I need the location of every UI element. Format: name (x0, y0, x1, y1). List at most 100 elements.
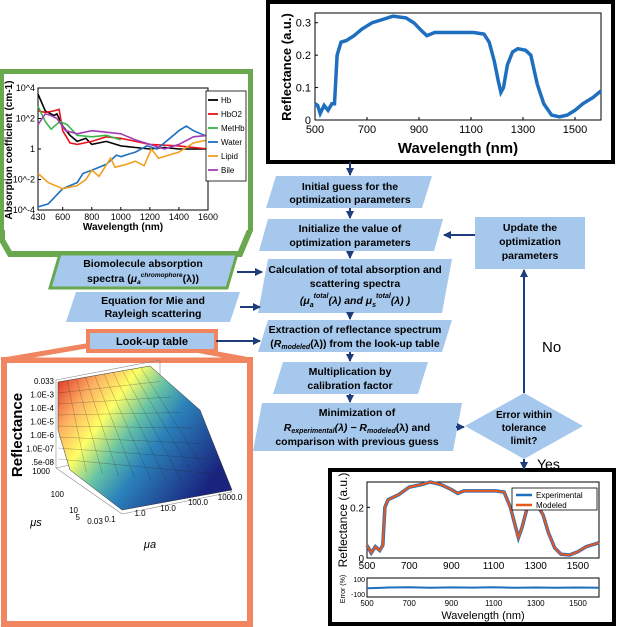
box-biomolecule (47, 252, 240, 290)
box-initial-guess (266, 176, 432, 208)
lut-mesh-line (57, 425, 192, 429)
lut-ztick-label: 1.0E-4 (30, 404, 54, 413)
bottom-xtick-label: 500 (359, 561, 376, 572)
bottom-error-xtick-label: 900 (445, 599, 459, 608)
absorption-chart-xlabel: Wavelength (nm) (83, 222, 163, 233)
bottom-err-tick-label: 100 (353, 577, 365, 584)
top-chart-frame (266, 0, 615, 164)
no-label: No (542, 339, 561, 356)
flowchart: Initial guess for the optimization param… (47, 176, 585, 472)
decision-diamond (465, 393, 583, 459)
lut-ztick-label: .5e-08 (31, 458, 54, 467)
bottom-xtick-label: 1300 (525, 561, 548, 572)
lut-mus-label: μs (29, 517, 42, 529)
abs-legend-label: Lipid (221, 152, 238, 161)
top-ytick-label: 0.2 (296, 50, 311, 62)
box-mie-rayleigh (66, 292, 240, 322)
bottom-error-xtick-label: 1100 (485, 599, 503, 608)
box-total-spectra (258, 259, 452, 313)
abs-line-water (37, 125, 209, 208)
lut-mua-tick-label: 0.1 (104, 515, 116, 524)
top-chart-ylabel: Reflectance (a.u.) (279, 13, 294, 121)
top-chart: 0 0.1 0.2 0.3 500 700 900 1100 1300 1500 Reflect… (266, 0, 615, 164)
abs-ytick-label: 1 (30, 144, 35, 154)
box-minimization-line3: comparison with previous guess (275, 436, 439, 448)
top-xtick-label: 900 (410, 124, 428, 136)
abs-xtick-label: 1400 (169, 212, 189, 222)
yes-label: Yes (537, 456, 560, 472)
bottom-error-line (366, 586, 600, 590)
lut-mus-tick-label: 10 (69, 506, 78, 515)
absorption-chart-lines (37, 93, 209, 208)
box-minimization (253, 403, 462, 451)
abs-ytick-label: 10^4 (16, 83, 35, 93)
absorption-legend-box (205, 90, 247, 182)
abs-ytick-label: 10^-2 (13, 175, 35, 185)
lut-surface-mesh (57, 367, 222, 489)
bottom-xtick-label: 700 (401, 561, 418, 572)
lut-mesh-line (57, 458, 222, 475)
lut-ztick-label: 0.033 (34, 377, 55, 386)
top-chart-xticks: 500 700 900 1100 1300 1500 (306, 117, 587, 136)
lut-chart: 0.033 1.0E-3 1.0E-4 1.0E-5 1.0E-6 1.0E-07 .5e-… (1, 343, 253, 627)
lut-mesh-line (57, 381, 161, 394)
top-ytick-label: 0.3 (296, 18, 311, 30)
bottom-chart-xlabel: Wavelength (nm) (441, 610, 524, 622)
box-lookup-table-label: Look-up table (116, 336, 188, 348)
lut-mesh-line (57, 412, 181, 416)
box-update-line1: Update the (503, 222, 557, 234)
bottom-error-xticks: 500 700 900 1100 1300 1500 (360, 599, 587, 608)
bottom-chart-yticks: 0 0.2 100 -100 (350, 503, 370, 599)
bottom-error-xtick-label: 1300 (527, 599, 545, 608)
bottom-legend-box (511, 487, 598, 511)
abs-legend-label: HbO2 (221, 110, 242, 119)
abs-legend-label: Hb (221, 96, 232, 105)
absorption-chart-xticks: 430 600 800 1000 1200 1400 1600 (30, 207, 218, 222)
bottom-xtick-label: 900 (443, 561, 460, 572)
abs-xtick-label: 1600 (198, 212, 218, 222)
absorption-chart-yticks: 10^4 10^2 1 10^-2 10^-4 (13, 83, 41, 215)
abs-line-lipid (37, 139, 209, 190)
lut-ztick-label: 1.0E-3 (30, 391, 54, 400)
lut-mua-tick-label: 100.0 (188, 498, 209, 507)
abs-xtick-label: 800 (84, 212, 99, 222)
abs-legend-label: MetHb (221, 124, 245, 133)
flow-arrows (216, 162, 528, 470)
absorption-legend: Hb HbO2 MetHb Water Lipid Bile (208, 96, 245, 175)
lut-mua-label: μa (143, 539, 156, 551)
lut-zlabel: Reflectance (9, 393, 26, 477)
abs-line-bile (37, 112, 209, 150)
lut-zticks: 0.033 1.0E-3 1.0E-4 1.0E-5 1.0E-6 1.0E-07 .5e-… (26, 377, 55, 467)
abs-line-methb (37, 105, 122, 141)
box-mie-line1: Equation for Mie and (101, 295, 205, 307)
box-initial-guess-line1: Initial guess for the (302, 181, 398, 193)
box-total-spectra-line2: scattering spectra (310, 278, 401, 290)
lut-mus-tick-label: 5 (76, 513, 81, 522)
bottom-error-xtick-label: 1500 (569, 599, 587, 608)
lut-mua-tick-label: 1000.0 (218, 493, 243, 502)
abs-xtick-label: 430 (30, 212, 45, 222)
bottom-error-label: Error (%) (340, 575, 347, 603)
bottom-modeled-line (366, 480, 600, 557)
abs-legend-label: Water (221, 138, 242, 147)
absorption-chart: 10^4 10^2 1 10^-2 10^-4 430 600 800 1000 1200 140… (0, 69, 253, 257)
top-ytick-label: 0 (305, 115, 311, 127)
box-update-params (475, 217, 585, 269)
top-xtick-label: 1100 (459, 124, 483, 136)
top-xtick-label: 1500 (563, 124, 587, 136)
top-xtick-label: 700 (358, 124, 376, 136)
bottom-chart: 0 0.2 100 -100 500 700 900 1100 1300 1500 500 700… (328, 468, 616, 626)
lut-mua-tick-label: 1.0 (134, 509, 146, 518)
bottom-error-xtick-label: 500 (360, 599, 374, 608)
lut-mus-tick-label: 100 (51, 490, 65, 499)
absorption-chart-ylabel: Absorption coefficient (cm-1) (4, 81, 15, 220)
box-update-line2: optimization (499, 236, 561, 248)
bottom-ytick-label: 0.2 (350, 503, 364, 514)
lut-mesh-line (57, 436, 202, 444)
box-initialize-line1: Initialize the value of (299, 223, 402, 235)
top-chart-xlabel: Wavelength (nm) (398, 140, 518, 157)
abs-legend-label: Bile (221, 166, 235, 175)
lut-ztick-label: 1.0E-6 (30, 431, 54, 440)
box-mie-line2: Rayleigh scattering (105, 308, 202, 320)
